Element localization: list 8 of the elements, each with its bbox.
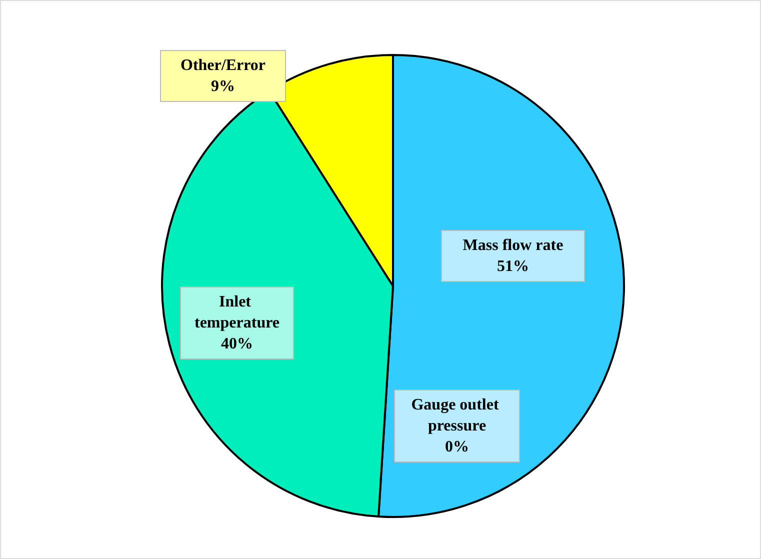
slice-label: Other/Error: [180, 57, 266, 74]
data-label: 40%: [221, 336, 253, 352]
data-label: 9%: [211, 78, 235, 95]
data-label: 51%: [497, 258, 529, 275]
slice-label: Mass flow rate: [462, 237, 564, 254]
text: 0%: [445, 438, 469, 456]
slice-label: Inlet temperature: [194, 294, 280, 332]
category-label: Gauge outlet pressure: [411, 396, 499, 434]
